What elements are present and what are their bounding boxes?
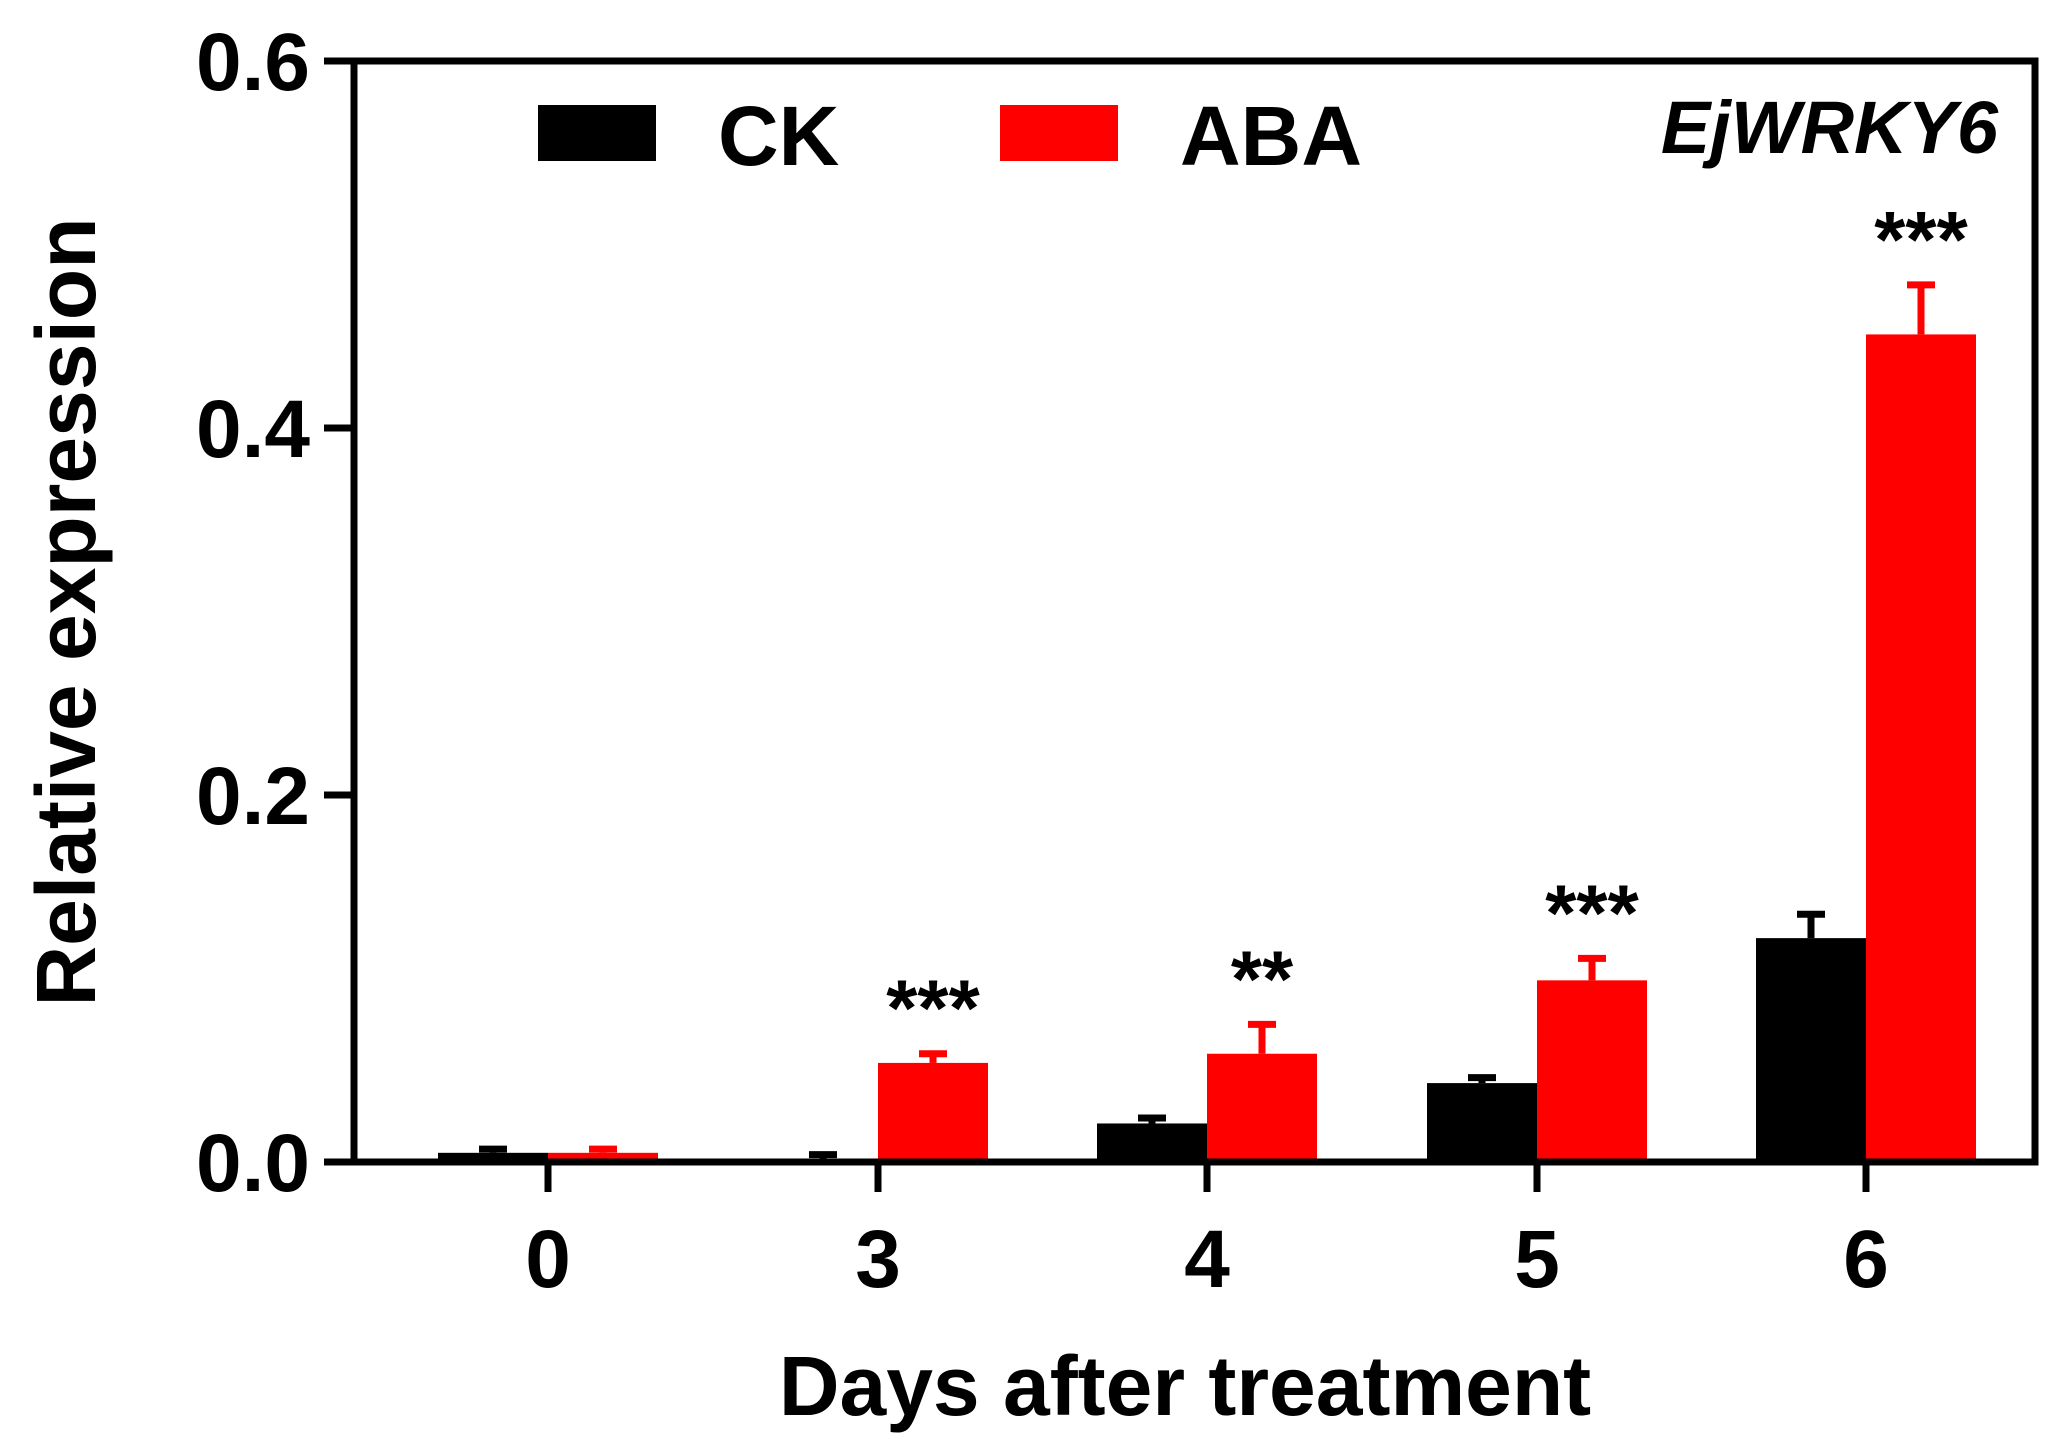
error-bar-ck-day-6 bbox=[1797, 910, 1825, 939]
y-tick-label: 0.0 bbox=[196, 1118, 310, 1209]
legend-label-aba: ABA bbox=[1180, 89, 1362, 183]
bar-aba-day-3 bbox=[878, 1062, 988, 1162]
bar-ck-day-0 bbox=[438, 1152, 548, 1162]
bar-ck-day-4 bbox=[1097, 1123, 1207, 1162]
bar-aba-day-5 bbox=[1537, 980, 1647, 1162]
y-tick-label: 0.2 bbox=[196, 751, 310, 842]
bar-ck-day-6 bbox=[1756, 938, 1866, 1162]
x-axis-title: Days after treatment bbox=[779, 1339, 1591, 1433]
error-bar-aba-day-4 bbox=[1248, 1020, 1276, 1054]
legend-swatch-aba bbox=[1000, 105, 1118, 161]
gene-label: EjWRKY6 bbox=[1661, 86, 1999, 169]
legend: CK ABA bbox=[538, 89, 1362, 183]
error-bar-aba-day-5 bbox=[1578, 954, 1606, 981]
error-bars-layer bbox=[479, 281, 1935, 1161]
bar-ck-day-5 bbox=[1427, 1083, 1537, 1162]
bar-aba-day-6 bbox=[1866, 334, 1976, 1162]
y-tick-label: 0.6 bbox=[196, 17, 310, 108]
y-tick-label: 0.4 bbox=[196, 384, 310, 475]
error-bar-ck-day-0 bbox=[479, 1145, 507, 1153]
x-tick-label: 6 bbox=[1843, 1214, 1889, 1305]
significance-day-3: *** bbox=[886, 964, 980, 1053]
bars-layer bbox=[438, 334, 1976, 1162]
bar-aba-day-4 bbox=[1207, 1053, 1317, 1162]
legend-label-ck: CK bbox=[718, 89, 839, 183]
error-bar-aba-day-6 bbox=[1907, 281, 1935, 335]
significance-layer: *** ******** bbox=[886, 195, 1968, 1053]
error-bar-ck-day-4 bbox=[1138, 1114, 1166, 1124]
significance-day-6: *** bbox=[1874, 195, 1968, 284]
significance-day-4: ** bbox=[1231, 934, 1294, 1023]
plot-frame bbox=[350, 57, 2039, 1166]
error-bar-aba-day-3 bbox=[919, 1050, 947, 1063]
bar-aba-day-0 bbox=[548, 1152, 658, 1162]
x-axis-ticks: 0 3 4 5 6 bbox=[525, 1162, 1889, 1305]
legend-swatch-ck bbox=[538, 105, 656, 161]
x-tick-label: 4 bbox=[1184, 1214, 1230, 1305]
y-axis-ticks: 0.0 0.2 0.4 0.6 bbox=[196, 17, 354, 1209]
error-bar-ck-day-5 bbox=[1468, 1074, 1496, 1084]
error-bar-aba-day-0 bbox=[589, 1145, 617, 1153]
y-axis-title: Relative expression bbox=[19, 217, 113, 1006]
x-tick-label: 3 bbox=[855, 1214, 901, 1305]
significance-day-5: *** bbox=[1545, 868, 1639, 957]
x-tick-label: 0 bbox=[525, 1214, 571, 1305]
x-tick-label: 5 bbox=[1514, 1214, 1560, 1305]
